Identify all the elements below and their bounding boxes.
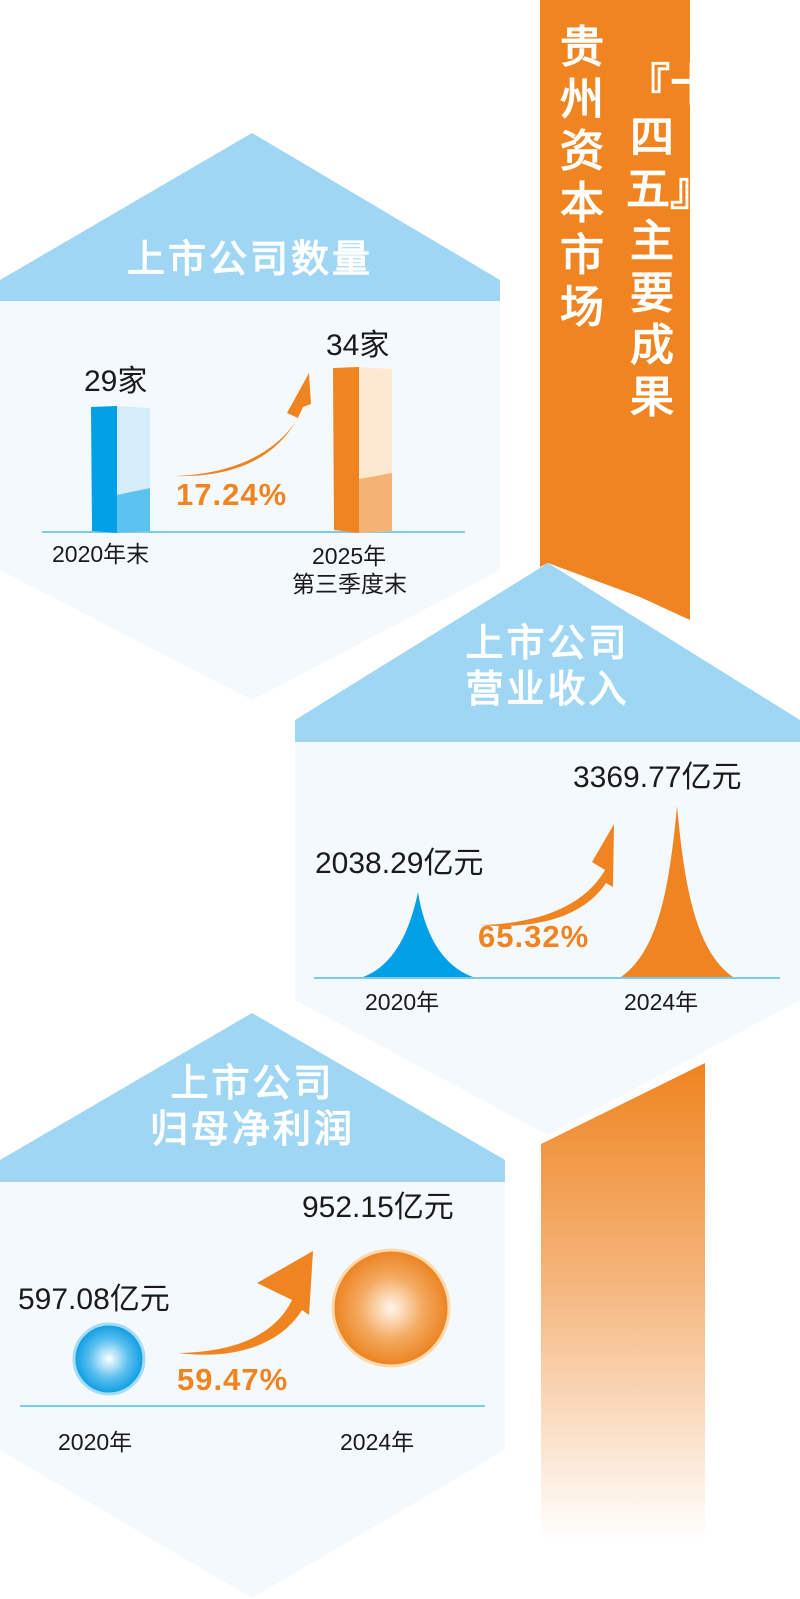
section3-left-label: 2020年 — [58, 1429, 133, 1455]
section2-left-label: 2020年 — [365, 989, 440, 1015]
section1-header: 上市公司数量 — [126, 237, 373, 281]
section3-header-2: 归母净利润 — [149, 1107, 355, 1151]
peak-2024 — [621, 806, 733, 977]
section2-left-value: 2038.29亿元 — [315, 847, 484, 880]
section2-right-label: 2024年 — [624, 989, 699, 1015]
growth-arrow-2 — [479, 824, 614, 926]
hex3-header — [0, 1013, 505, 1182]
section1-right-label-2: 第三季度末 — [292, 571, 407, 597]
section1-left-label: 2020年末 — [52, 541, 150, 567]
title-line-2: 『十四五』主要成果 — [626, 60, 714, 423]
section2-header-1: 上市公司 — [465, 621, 630, 665]
section3-growth: 59.47% — [177, 1362, 289, 1397]
section2-header-2: 营业收入 — [465, 667, 630, 711]
hex2-header — [295, 563, 800, 742]
peak-2020 — [363, 892, 473, 977]
section3-right-label: 2024年 — [340, 1429, 415, 1455]
growth-arrow-3 — [178, 1251, 313, 1355]
decor-strip — [541, 1063, 705, 1540]
bar-2020 — [91, 406, 150, 533]
ball-2020 — [72, 1322, 146, 1396]
section2-right-value: 3369.77亿元 — [573, 761, 742, 794]
section1-right-value: 34家 — [326, 329, 390, 362]
section3-right-value: 952.15亿元 — [302, 1191, 454, 1224]
section3-header-1: 上市公司 — [170, 1061, 335, 1105]
ball-2024 — [331, 1248, 451, 1368]
section3-left-value: 597.08亿元 — [18, 1283, 170, 1316]
section1-right-label-1: 2025年 — [312, 543, 387, 569]
title-banner — [540, 0, 690, 620]
section2-growth: 65.32% — [478, 919, 590, 954]
hex1-header — [0, 133, 500, 301]
bar-2025 — [333, 367, 392, 533]
section1-growth: 17.24% — [176, 477, 288, 512]
section1-left-value: 29家 — [84, 365, 148, 398]
title-line-1: 贵州资本市场 — [560, 22, 604, 333]
